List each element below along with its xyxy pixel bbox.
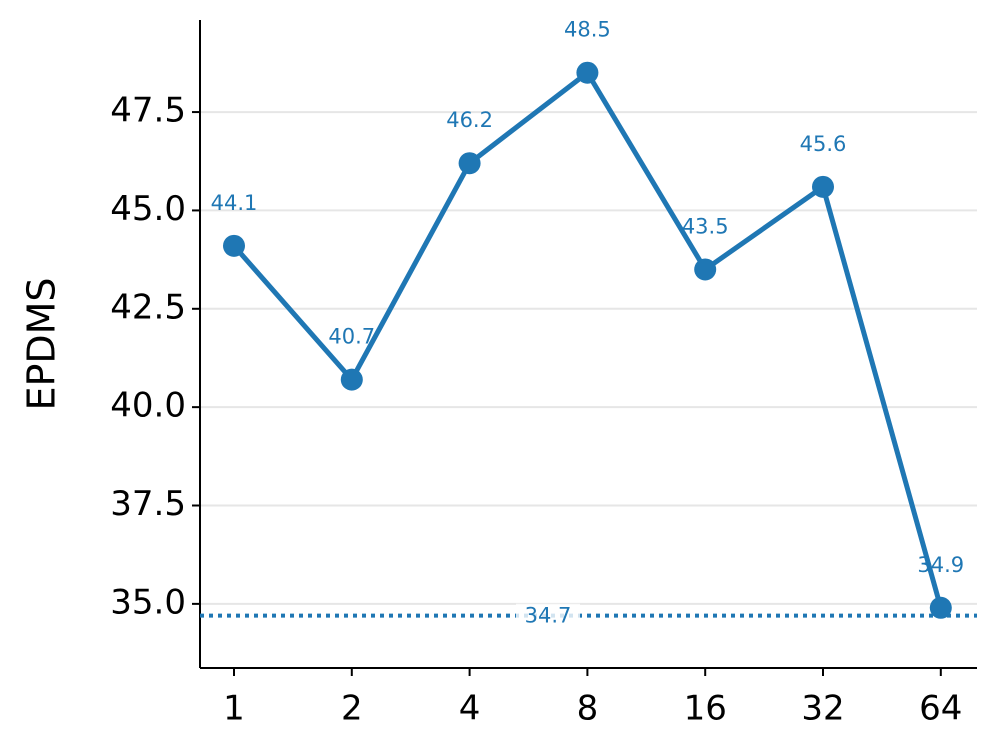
data-label: 40.7 bbox=[328, 325, 375, 349]
data-label: 44.1 bbox=[211, 191, 258, 215]
x-tick-label: 8 bbox=[577, 689, 599, 729]
y-tick-label: 42.5 bbox=[110, 287, 186, 327]
data-label: 34.9 bbox=[917, 553, 964, 577]
reference-label: 34.7 bbox=[525, 604, 572, 628]
data-label: 48.5 bbox=[564, 18, 611, 42]
x-tick-label: 2 bbox=[341, 689, 363, 729]
x-tick-label: 1 bbox=[223, 689, 245, 729]
reference-label-bg bbox=[516, 603, 580, 628]
x-tick-label: 32 bbox=[801, 689, 844, 729]
data-label: 43.5 bbox=[682, 214, 729, 238]
y-tick-label: 40.0 bbox=[110, 386, 186, 426]
y-tick-label: 35.0 bbox=[110, 582, 186, 622]
y-tick-label: 47.5 bbox=[110, 91, 186, 131]
point bbox=[929, 596, 952, 619]
point bbox=[576, 61, 599, 84]
x-tick-label: 64 bbox=[919, 689, 962, 729]
point bbox=[340, 368, 363, 391]
x-tick-label: 16 bbox=[684, 689, 727, 729]
y-tick-label: 45.0 bbox=[110, 189, 186, 229]
point bbox=[694, 258, 717, 281]
y-tick-label: 37.5 bbox=[110, 484, 186, 524]
x-tick-label: 4 bbox=[459, 689, 481, 729]
data-label: 45.6 bbox=[800, 132, 847, 156]
y-axis-label: EPDMS bbox=[20, 277, 64, 410]
data-label: 46.2 bbox=[446, 108, 493, 132]
point bbox=[812, 175, 834, 198]
point bbox=[223, 234, 245, 257]
point bbox=[458, 152, 481, 175]
